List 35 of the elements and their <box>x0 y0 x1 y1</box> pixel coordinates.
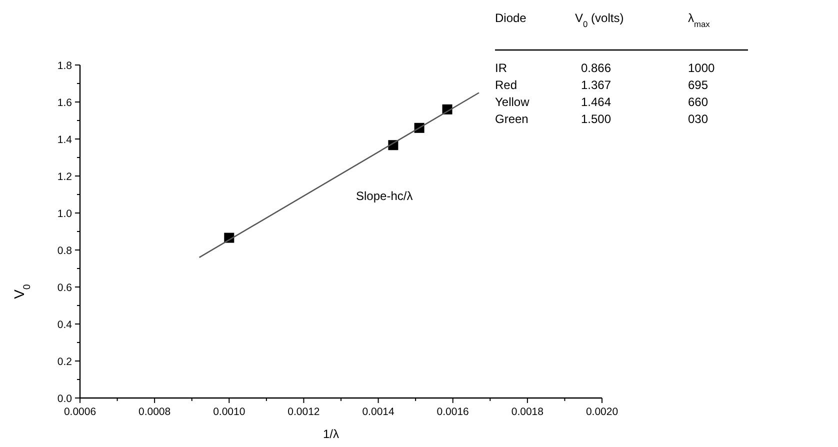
text: λ$_{max}$ <box>688 11 711 29</box>
y-tick-label: 0.2 <box>57 356 72 368</box>
x-axis-title: 1/λ <box>322 427 340 441</box>
y-tick-label: 1.4 <box>57 134 72 146</box>
y-tick-label: 0.6 <box>57 282 72 294</box>
x-tick-label: 0.0008 <box>138 406 171 418</box>
x-tick-label: 0.0020 <box>586 406 618 418</box>
annotation: Slope-hc/λ <box>356 189 413 203</box>
y-tick-label: 1.8 <box>57 60 72 72</box>
annotation: 1.500 <box>581 112 612 126</box>
text: 660 <box>688 95 708 109</box>
y-tick-label: 0.0 <box>57 393 72 405</box>
x-tick-label: 0.0010 <box>213 406 246 418</box>
annotation: 0.866 <box>581 61 612 75</box>
annotation: Green <box>495 112 528 126</box>
y-tick-label: 0.8 <box>57 245 72 257</box>
x-tick-label: 0.0016 <box>436 406 470 418</box>
text: V$_{0}$ (volts) <box>575 11 624 29</box>
annotation: 1.367 <box>581 78 612 92</box>
text: 695 <box>688 78 708 92</box>
y-tick-label: 0.4 <box>57 319 72 331</box>
y-tick-label: 1.6 <box>57 97 72 109</box>
annotation: 1.464 <box>581 95 612 109</box>
annotation: Red <box>495 78 518 92</box>
text: 030 <box>688 112 708 126</box>
annotation: IR <box>495 61 508 75</box>
x-tick-label: 0.0012 <box>288 406 320 418</box>
y-tick-label: 1.2 <box>57 171 72 183</box>
y-tick-label: 1.0 <box>57 208 72 220</box>
x-tick-label: 0.0014 <box>362 406 394 418</box>
x-tick-label: 0.0006 <box>64 406 96 418</box>
annotation: Yellow <box>495 95 530 109</box>
x-tick-label: 0.0018 <box>511 406 544 418</box>
text: 1000 <box>688 61 716 75</box>
text: Diode <box>495 11 527 25</box>
